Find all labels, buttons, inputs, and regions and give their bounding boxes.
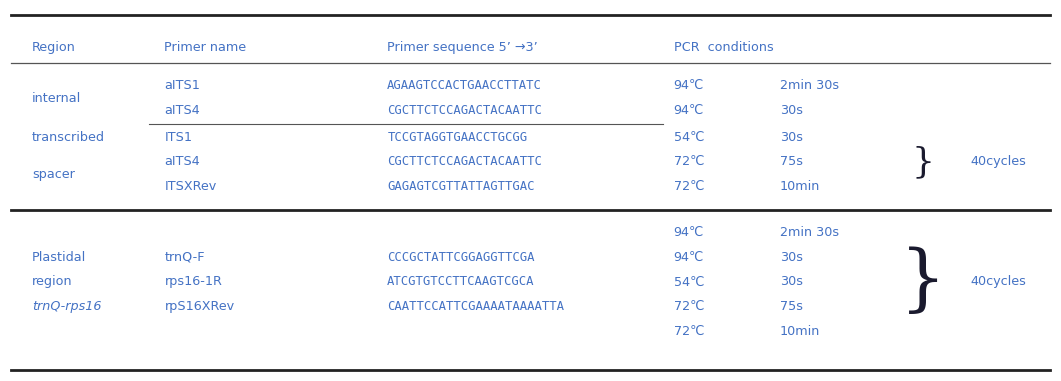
Text: 72℃: 72℃ [674, 325, 705, 338]
Text: 94℃: 94℃ [674, 226, 705, 239]
Text: 40cycles: 40cycles [971, 275, 1027, 288]
Text: 72℃: 72℃ [674, 155, 705, 168]
Text: CAATTCCATTCGAAAATAAAATTA: CAATTCCATTCGAAAATAAAATTA [387, 300, 564, 313]
Text: 30s: 30s [780, 275, 803, 288]
Text: GAGAGTCGTTATTAGTTGAC: GAGAGTCGTTATTAGTTGAC [387, 180, 535, 193]
Text: 94℃: 94℃ [674, 104, 705, 117]
Text: 30s: 30s [780, 131, 803, 144]
Text: Primer name: Primer name [164, 41, 246, 54]
Text: 54℃: 54℃ [674, 131, 705, 144]
Text: CCCGCTATTCGGAGGTTCGA: CCCGCTATTCGGAGGTTCGA [387, 251, 535, 264]
Text: spacer: spacer [32, 168, 74, 181]
Text: 2min 30s: 2min 30s [780, 226, 839, 239]
Text: 10min: 10min [780, 180, 820, 193]
Text: trnQ-F: trnQ-F [164, 251, 205, 264]
Text: ITSXRev: ITSXRev [164, 180, 216, 193]
Text: 30s: 30s [780, 251, 803, 264]
Text: 94℃: 94℃ [674, 251, 705, 264]
Text: 40cycles: 40cycles [971, 155, 1027, 168]
Text: ATCGTGTCCTTCAAGTCGCA: ATCGTGTCCTTCAAGTCGCA [387, 275, 535, 288]
Text: 75s: 75s [780, 300, 803, 313]
Text: }: } [900, 247, 946, 317]
Text: }: } [911, 145, 935, 179]
Text: aITS4: aITS4 [164, 104, 201, 117]
Text: CGCTTCTCCAGACTACAATTC: CGCTTCTCCAGACTACAATTC [387, 104, 542, 117]
Text: Region: Region [32, 41, 75, 54]
Text: Primer sequence 5’ →3’: Primer sequence 5’ →3’ [387, 41, 538, 54]
Text: internal: internal [32, 91, 81, 105]
Text: 10min: 10min [780, 325, 820, 338]
Text: 2min 30s: 2min 30s [780, 79, 839, 92]
Text: AGAAGTCCACTGAACCTTATC: AGAAGTCCACTGAACCTTATC [387, 79, 542, 92]
Text: TCCGTAGGTGAACCTGCGG: TCCGTAGGTGAACCTGCGG [387, 131, 527, 144]
Text: 72℃: 72℃ [674, 180, 705, 193]
Text: aITS1: aITS1 [164, 79, 201, 92]
Text: ITS1: ITS1 [164, 131, 192, 144]
Text: 72℃: 72℃ [674, 300, 705, 313]
Text: rpS16XRev: rpS16XRev [164, 300, 234, 313]
Text: PCR  conditions: PCR conditions [674, 41, 773, 54]
Text: Plastidal: Plastidal [32, 251, 86, 264]
Text: 94℃: 94℃ [674, 79, 705, 92]
Text: CGCTTCTCCAGACTACAATTC: CGCTTCTCCAGACTACAATTC [387, 155, 542, 168]
Text: transcribed: transcribed [32, 131, 105, 144]
Text: trnQ-rps16: trnQ-rps16 [32, 300, 102, 313]
Text: region: region [32, 275, 72, 288]
Text: aITS4: aITS4 [164, 155, 201, 168]
Text: 75s: 75s [780, 155, 803, 168]
Text: 30s: 30s [780, 104, 803, 117]
Text: 54℃: 54℃ [674, 275, 705, 288]
Text: rps16-1R: rps16-1R [164, 275, 223, 288]
